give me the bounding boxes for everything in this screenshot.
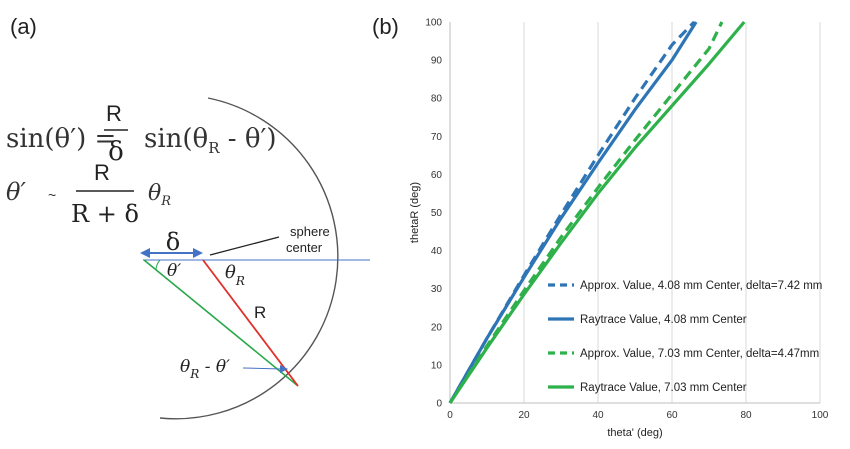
sphere-arc [159, 97, 339, 420]
delta-arrow-left-head [140, 248, 150, 258]
sphere-center-label: sphere center [286, 224, 330, 255]
x-tick-label: 100 [812, 410, 829, 421]
series-line-3 [448, 21, 724, 404]
delta-label: δ [166, 228, 180, 256]
series-line-2 [448, 21, 698, 404]
theta-prime-arc [155, 259, 161, 271]
chart-series [448, 20, 746, 404]
y-tick-label: 100 [425, 18, 442, 29]
angle-difference-label: θR - θ′ [180, 357, 230, 381]
x-tick-label: 20 [518, 410, 530, 421]
radius-line [202, 259, 299, 387]
y-tick-label: 40 [431, 246, 443, 257]
chart-axes: 0 20 40 60 80 100 0 10 20 30 40 50 60 70 80 90 100 [425, 18, 828, 422]
radius-label: R [254, 303, 266, 322]
y-tick-label: 90 [431, 56, 443, 67]
legend-label-4: Raytrace Value, 7.03 mm Center [580, 382, 747, 394]
x-tick-label: 40 [592, 410, 604, 421]
x-axis-label: theta' (deg) [607, 427, 662, 439]
legend-label-3: Approx. Value, 7.03 mm Center, delta=4.4… [580, 348, 819, 360]
y-axis-label: thetaR (deg) [409, 182, 421, 243]
eq1-rhs: sin(θR - θ′) [144, 124, 277, 157]
theta-prime-label: θ′ [167, 261, 181, 281]
y-tick-label: 80 [431, 94, 443, 105]
y-tick-label: 20 [431, 322, 443, 333]
eq1-numerator: R [106, 101, 122, 126]
panel-b-label: (b) [372, 14, 399, 39]
theta-r-label: θR [225, 262, 245, 288]
geometry-diagram: sin(θ′) = R δ sin(θR - θ′) θ′ ~ R R + δ … [6, 97, 370, 420]
angle-difference-pointer-head [280, 365, 288, 373]
angle-difference-pointer [242, 367, 283, 370]
eq2-approx: ~ [48, 187, 56, 203]
chart-legend: Approx. Value, 4.08 mm Center, delta=7.4… [548, 280, 822, 394]
eq1-lhs: sin(θ′) = [6, 124, 116, 154]
x-tick-label: 0 [447, 410, 453, 421]
eq2-numerator: R [94, 160, 110, 185]
x-tick-label: 80 [740, 410, 752, 421]
series-line-4 [448, 20, 746, 404]
legend-label-1: Approx. Value, 4.08 mm Center, delta=7.4… [580, 280, 822, 292]
x-tick-label: 60 [666, 410, 678, 421]
y-tick-label: 50 [431, 208, 443, 219]
y-tick-label: 70 [431, 132, 443, 143]
theta-chart: 0 20 40 60 80 100 0 10 20 30 40 50 60 70 80 90 100 Appro… [409, 18, 829, 440]
eq2-denominator: R + δ [71, 200, 139, 228]
incident-ray [143, 259, 299, 387]
legend-label-2: Raytrace Value, 4.08 mm Center [580, 314, 747, 326]
chart-grid [523, 22, 821, 403]
panel-a-label: (a) [10, 14, 37, 39]
y-tick-label: 60 [431, 170, 443, 181]
y-tick-label: 0 [436, 399, 442, 410]
eq2-lhs: θ′ [6, 178, 26, 206]
eq1-denominator: δ [108, 137, 124, 167]
sphere-center-pointer [209, 236, 280, 256]
delta-arrow-right-head [193, 248, 203, 258]
eq2-rhs: θR [148, 181, 171, 209]
y-tick-label: 10 [431, 360, 443, 371]
y-tick-label: 30 [431, 284, 443, 295]
